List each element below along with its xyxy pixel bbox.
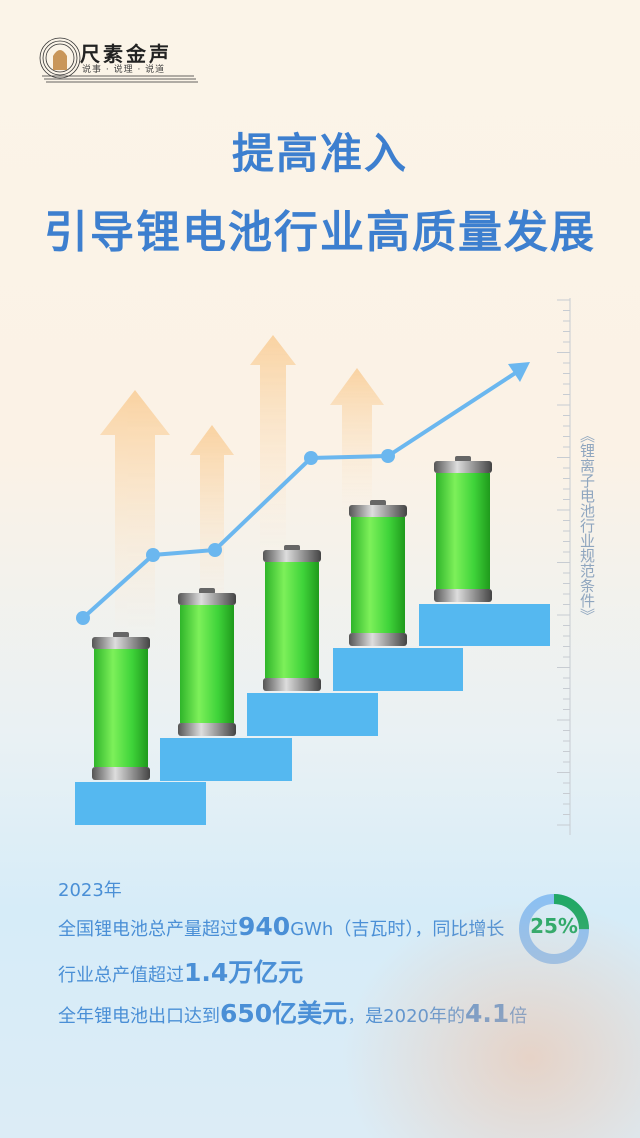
battery-icon (92, 632, 150, 780)
brand-logo-icon (39, 37, 198, 83)
batteries (92, 456, 492, 780)
trend-line (76, 362, 530, 625)
growth-arrows-background (100, 335, 384, 640)
ruler (557, 298, 571, 835)
text: 全年锂电池出口达到 (58, 1006, 220, 1027)
brand-name: 尺素金声 (80, 42, 172, 66)
title-line-2: 引导锂电池行业高质量发展 (44, 207, 596, 258)
battery-icon (434, 456, 492, 602)
title-line-1: 提高准入 (231, 129, 408, 178)
stairs (75, 604, 550, 825)
growth-percent: 25% (530, 914, 578, 938)
info-line-3: 全年锂电池出口达到650亿美元，是2020年的4.1倍 (58, 994, 527, 1030)
text: 倍 (509, 1006, 528, 1027)
multiple-value: 4.1 (465, 999, 510, 1028)
text: GWh（吉瓦时），同比增长 (290, 919, 505, 940)
battery-icon (263, 545, 321, 691)
growth-donut (519, 894, 589, 964)
output-value: 1.4万亿元 (184, 958, 304, 987)
export-value: 650亿美元 (220, 999, 348, 1028)
brand-slogan: 说事 · 说理 · 说道 (82, 65, 166, 75)
side-label: 《锂离子电池行业规范条件》 (578, 428, 596, 623)
battery-icon (349, 500, 407, 646)
info-line-2: 行业总产值超过1.4万亿元 (58, 953, 303, 989)
text: 全国锂电池总产量超过 (58, 919, 238, 940)
production-value: 940 (238, 912, 291, 941)
info-line-1: 全国锂电池总产量超过940GWh（吉瓦时），同比增长 (58, 912, 504, 941)
info-year: 2023年 (58, 880, 122, 901)
text: 行业总产值超过 (58, 965, 184, 986)
battery-icon (178, 588, 236, 736)
text: ，是2020年的 (347, 1006, 465, 1027)
